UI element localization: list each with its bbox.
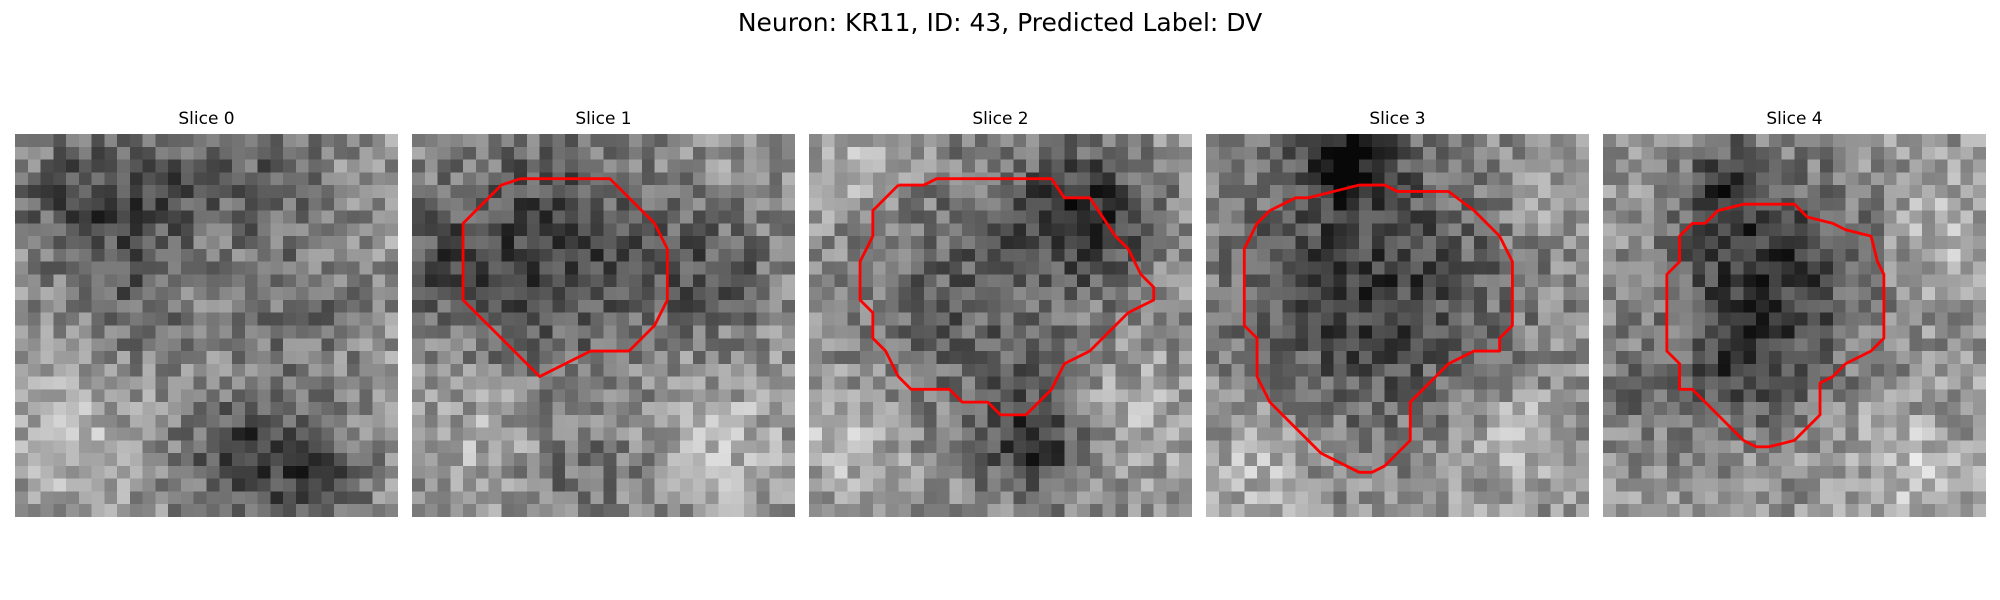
slice-panel-0: Slice 0: [15, 108, 398, 520]
slice-image-1: [412, 134, 795, 517]
slice-panel-3: Slice 3: [1206, 108, 1589, 520]
pixel-grid: [412, 134, 795, 517]
contour-line: [1665, 202, 1886, 449]
slice-image-0: [15, 134, 398, 517]
slice-panel-4: Slice 4: [1603, 108, 1986, 520]
slice-panel-2: Slice 2: [809, 108, 1192, 520]
slice-image-2: [809, 134, 1192, 517]
slice-title-4: Slice 4: [1766, 109, 1823, 129]
pixel-grid: [15, 134, 398, 517]
contour-line: [461, 177, 669, 378]
slice-title-3: Slice 3: [1369, 109, 1426, 129]
pixel-grid: [1206, 134, 1589, 517]
slice-title-1: Slice 1: [575, 109, 632, 129]
slice-title-2: Slice 2: [972, 109, 1029, 129]
slice-image-3: [1206, 134, 1589, 517]
contour-line: [1242, 183, 1514, 474]
figure-title: Neuron: KR11, ID: 43, Predicted Label: D…: [737, 8, 1263, 37]
pixel-grid: [1603, 134, 1986, 517]
slice-title-0: Slice 0: [178, 109, 235, 129]
pixel-grid: [809, 134, 1192, 517]
contour-line: [858, 177, 1156, 417]
slice-panel-1: Slice 1: [412, 108, 795, 520]
slice-image-4: [1603, 134, 1986, 517]
